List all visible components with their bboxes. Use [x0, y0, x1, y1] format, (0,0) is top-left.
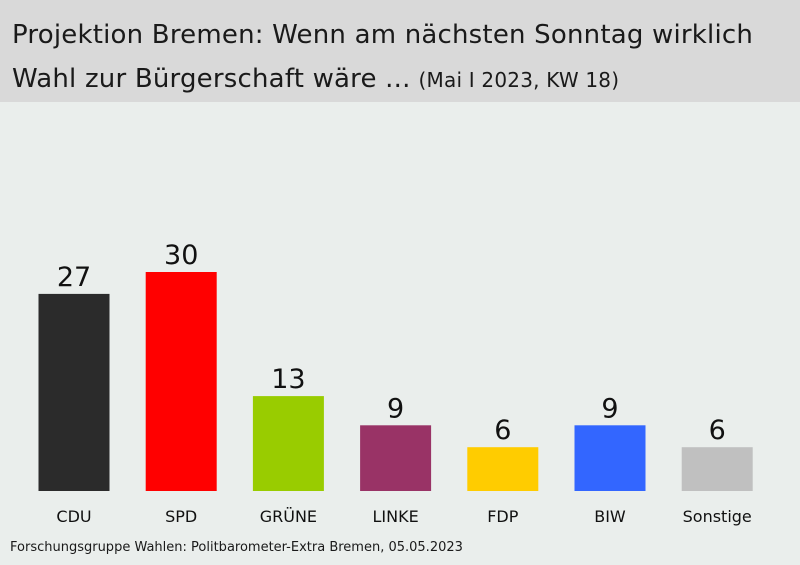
value-label-biw: 9	[601, 393, 618, 424]
chart-title-line-2: Wahl zur Bürgerschaft wäre ... (Mai I 202…	[12, 64, 619, 94]
value-label-linke: 9	[387, 393, 404, 424]
category-label-linke: LINKE	[372, 507, 418, 526]
bar-fdp	[467, 447, 539, 491]
category-label-sonstige: Sonstige	[683, 507, 752, 526]
bar-biw	[574, 425, 646, 491]
value-label-gr-ne: 13	[271, 364, 305, 395]
category-label-gr-ne: GRÜNE	[260, 507, 317, 526]
category-label-spd: SPD	[165, 507, 197, 526]
value-label-fdp: 6	[494, 415, 511, 446]
value-label-cdu: 27	[57, 262, 91, 293]
value-label-sonstige: 6	[709, 415, 726, 446]
category-label-biw: BIW	[594, 507, 626, 526]
bar-sonstige	[681, 447, 753, 491]
title-band: Projektion Bremen: Wenn am nächsten Sonn…	[0, 0, 800, 102]
bar-chart: 27 CDU 30 SPD 13 GRÜNE 9 LINKE 6 FDP 9 BIW 6 Sonstige	[38, 240, 753, 526]
bar-linke	[360, 425, 432, 491]
source-note: Forschungsgruppe Wahlen: Politbarometer-…	[10, 540, 463, 555]
bar-gr-ne	[252, 396, 324, 491]
bar-cdu	[38, 293, 110, 491]
value-label-spd: 30	[164, 240, 198, 271]
category-label-fdp: FDP	[487, 507, 519, 526]
chart-title-line-1: Projektion Bremen: Wenn am nächsten Sonn…	[12, 20, 754, 50]
category-label-cdu: CDU	[56, 507, 91, 526]
bar-spd	[145, 272, 217, 491]
chart-subtitle: (Mai I 2023, KW 18)	[418, 68, 620, 92]
chart-title-line-2-text: Wahl zur Bürgerschaft wäre ...	[12, 64, 411, 94]
